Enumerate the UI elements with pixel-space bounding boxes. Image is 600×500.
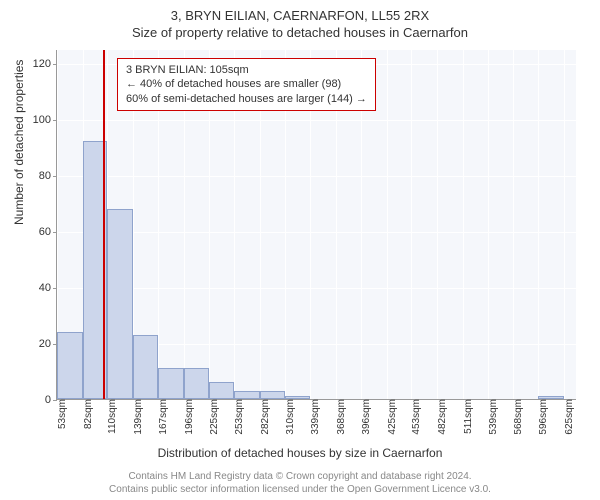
grid-line-v [488,50,489,399]
histogram-bar [538,396,564,399]
grid-line-h [57,288,576,289]
x-tick-label: 568sqm [509,399,524,435]
grid-line-h [57,176,576,177]
histogram-bar [285,396,311,399]
grid-line-v [411,50,412,399]
x-tick-label: 339sqm [306,399,321,435]
annotation-box: 3 BRYN EILIAN: 105sqm ← 40% of detached … [117,58,376,111]
x-tick-label: 82sqm [79,399,94,429]
x-tick-label: 53sqm [53,399,68,429]
histogram-bar [234,391,260,399]
grid-line-v [387,50,388,399]
x-tick-label: 225sqm [205,399,220,435]
x-tick-label: 596sqm [534,399,549,435]
x-tick-label: 482sqm [433,399,448,435]
y-axis-label: Number of detached properties [12,60,26,225]
x-tick-label: 511sqm [459,399,474,434]
plot-area: 02040608010012053sqm82sqm110sqm139sqm167… [56,50,576,400]
chart-container: 3, BRYN EILIAN, CAERNARFON, LL55 2RX Siz… [0,0,600,500]
annotation-line-2: ← 40% of detached houses are smaller (98… [126,77,367,91]
histogram-bar [107,209,133,399]
grid-line-v [564,50,565,399]
x-tick-label: 110sqm [103,399,118,434]
chart-title-main: 3, BRYN EILIAN, CAERNARFON, LL55 2RX [0,0,600,23]
x-tick-label: 282sqm [256,399,271,435]
histogram-bar [209,382,234,399]
footer-line-1: Contains HM Land Registry data © Crown c… [0,470,600,483]
grid-line-v [437,50,438,399]
x-tick-label: 196sqm [180,399,195,435]
grid-line-h [57,232,576,233]
x-axis-label: Distribution of detached houses by size … [0,446,600,460]
x-tick-label: 368sqm [332,399,347,435]
histogram-bar [57,332,83,399]
x-tick-label: 167sqm [154,399,169,435]
histogram-bar [260,391,285,399]
property-marker-line [103,50,105,399]
footer-line-2: Contains public sector information licen… [0,483,600,496]
x-tick-label: 625sqm [560,399,575,435]
grid-line-v [463,50,464,399]
x-tick-label: 310sqm [281,399,296,435]
footer-attribution: Contains HM Land Registry data © Crown c… [0,470,600,496]
x-tick-label: 139sqm [129,399,144,435]
histogram-bar [133,335,158,399]
annotation-line-3: 60% of semi-detached houses are larger (… [126,92,367,106]
grid-line-v [513,50,514,399]
x-tick-label: 396sqm [357,399,372,435]
chart-title-sub: Size of property relative to detached ho… [0,23,600,40]
histogram-bar [158,368,184,399]
annotation-line-1: 3 BRYN EILIAN: 105sqm [126,63,367,77]
x-tick-label: 253sqm [230,399,245,435]
grid-line-v [538,50,539,399]
x-tick-label: 453sqm [407,399,422,435]
x-tick-label: 539sqm [484,399,499,435]
histogram-bar [184,368,210,399]
grid-line-h [57,120,576,121]
x-tick-label: 425sqm [383,399,398,435]
